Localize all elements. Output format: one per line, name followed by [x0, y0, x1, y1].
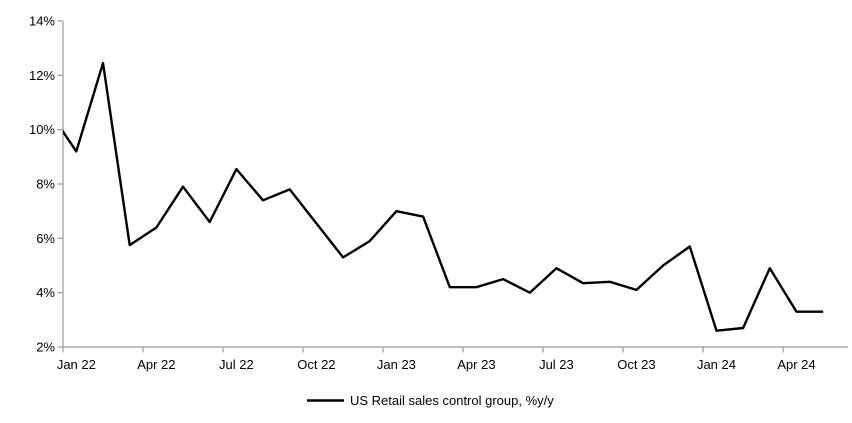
y-axis: 14% 12% 10% 8% 6% 4% 2%: [29, 14, 64, 355]
x-axis-tick-label: Jan 24: [697, 357, 736, 372]
y-axis-tick-label: 6%: [36, 231, 55, 246]
legend-label: US Retail sales control group, %y/y: [350, 393, 554, 408]
x-axis-tick-label: Oct 22: [297, 357, 335, 372]
y-axis-tick-label: 4%: [36, 285, 55, 300]
y-axis-tick-label: 10%: [29, 122, 55, 137]
y-axis-tick-label: 8%: [36, 177, 55, 192]
legend: US Retail sales control group, %y/y: [307, 393, 554, 408]
x-axis-tick-label: Apr 23: [457, 357, 495, 372]
x-axis-tick-label: Oct 23: [617, 357, 655, 372]
series-line: [63, 61, 824, 332]
x-axis-tick-label: Jan 22: [57, 357, 96, 372]
y-axis-tick-label: 2%: [36, 340, 55, 355]
x-axis: Jan 22 Apr 22 Jul 22 Oct 22 Jan 23 Apr 23 Jul …: [57, 346, 848, 372]
x-axis-tick-label: Jan 23: [377, 357, 416, 372]
series-lines: [63, 61, 824, 332]
x-axis-tick-label: Apr 24: [777, 357, 815, 372]
y-axis-tick-label: 14%: [29, 14, 55, 29]
x-axis-tick-label: Apr 22: [137, 357, 175, 372]
x-axis-tick-label: Jul 23: [539, 357, 574, 372]
y-axis-tick-label: 12%: [29, 68, 55, 83]
x-axis-tick-label: Jul 22: [219, 357, 254, 372]
